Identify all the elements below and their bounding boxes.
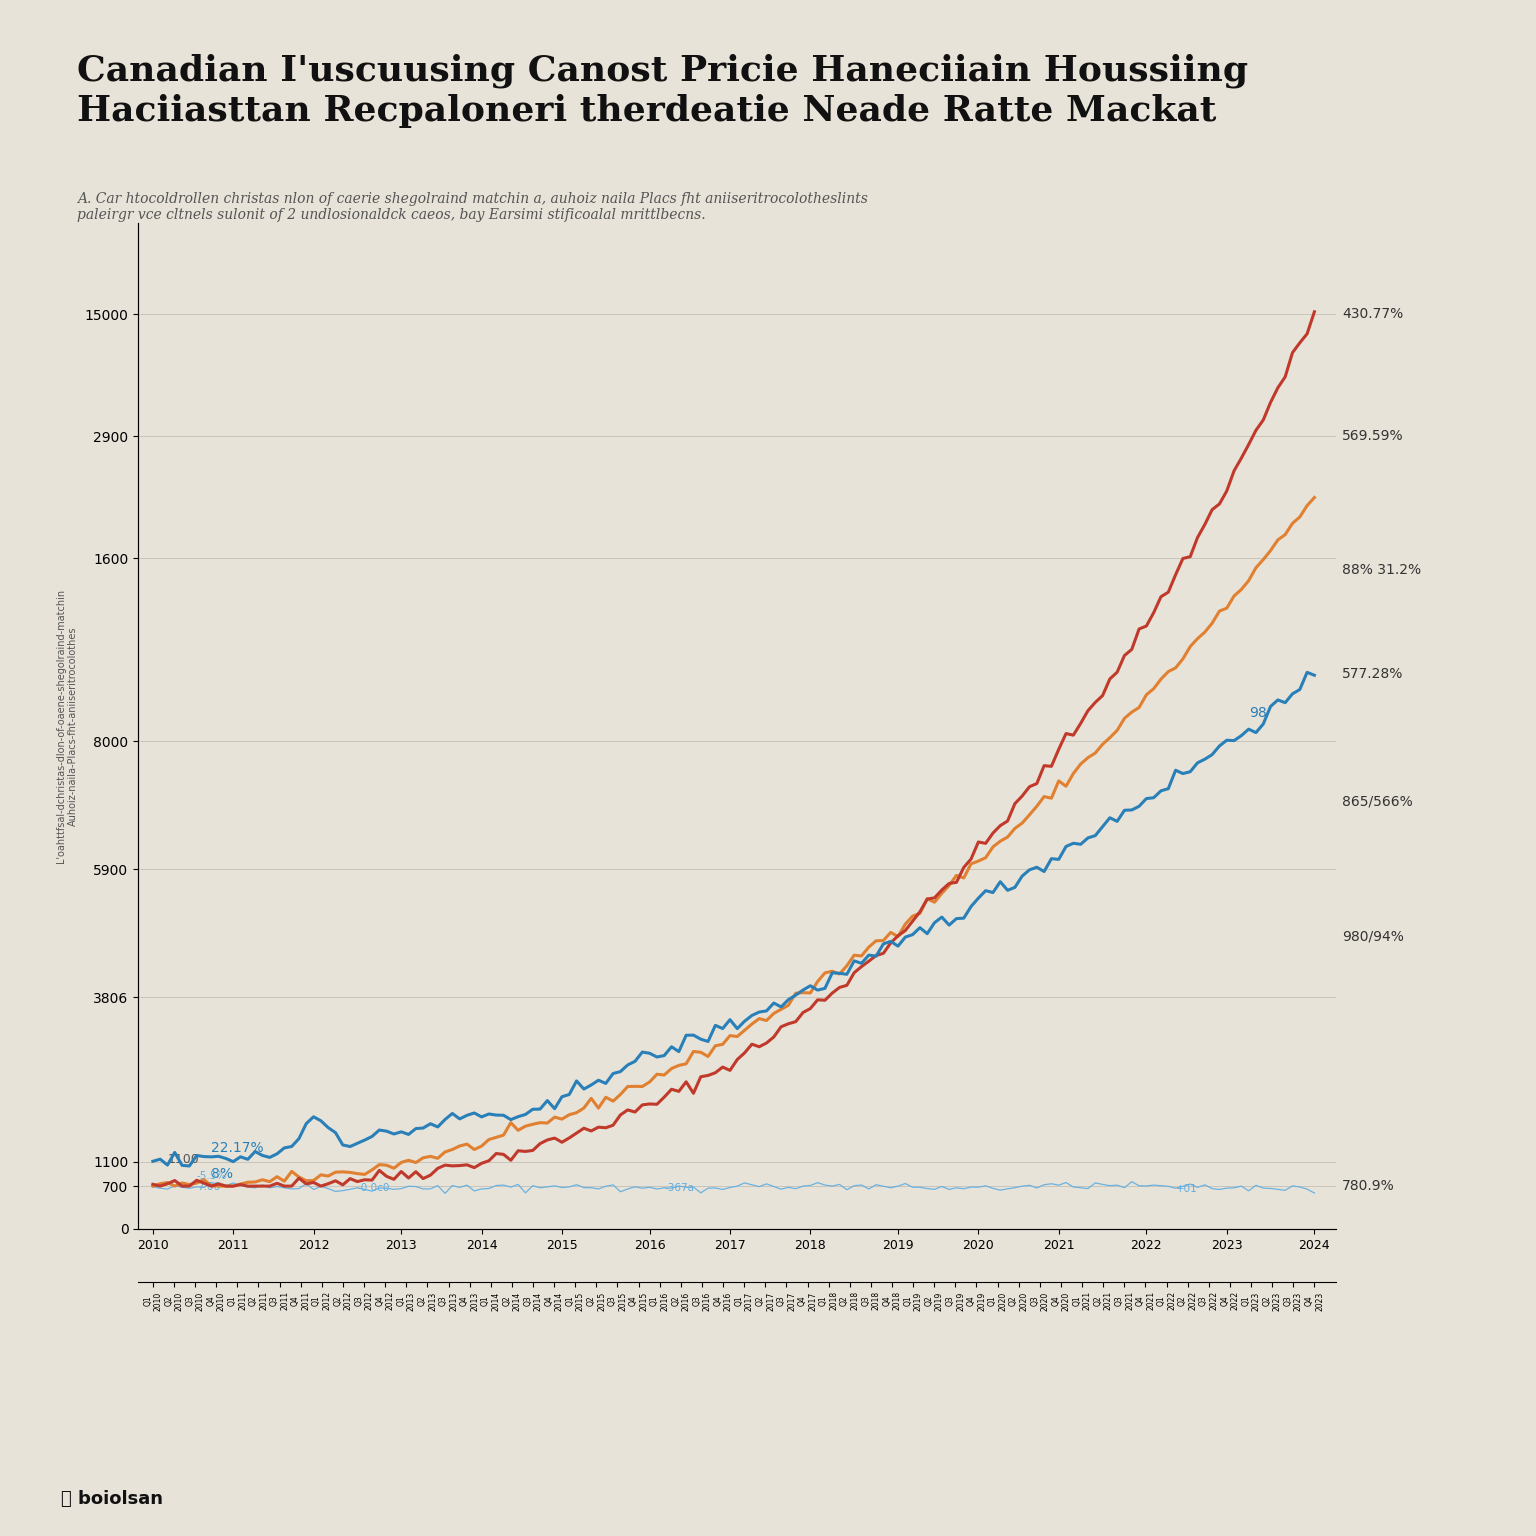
Text: -0.0c0: -0.0c0	[358, 1183, 390, 1193]
Text: ⬛ boiolsan: ⬛ boiolsan	[61, 1490, 163, 1508]
Text: -367a: -367a	[664, 1183, 694, 1193]
Text: 430.77%: 430.77%	[1342, 307, 1404, 321]
Y-axis label: L'oahttfsal-dchristas-dlon-of-oaene-shegolraind-matchin
Auhoiz-naila-Placs-fht-a: L'oahttfsal-dchristas-dlon-of-oaene-sheg…	[57, 588, 78, 863]
Text: -5.5%
7.06: -5.5% 7.06	[197, 1170, 227, 1192]
Text: 577.28%: 577.28%	[1342, 667, 1404, 680]
Text: 780.9%: 780.9%	[1342, 1180, 1395, 1193]
Text: 88% 31.2%: 88% 31.2%	[1342, 564, 1421, 578]
Text: 98: 98	[1249, 707, 1266, 720]
Text: Canadian I'uscuusing Canost Pricie Haneciiain Houssiing
Haciiasttan Recpaloneri : Canadian I'uscuusing Canost Pricie Hanec…	[77, 54, 1247, 127]
Text: A. Car htocoldrollen christas nlon of caerie shegolraind matchin a, auhoiz naila: A. Car htocoldrollen christas nlon of ca…	[77, 192, 868, 223]
Text: 8%: 8%	[212, 1167, 233, 1181]
Text: 865/566%: 865/566%	[1342, 796, 1413, 809]
Text: 569.59%: 569.59%	[1342, 429, 1404, 442]
Text: +01: +01	[1175, 1184, 1198, 1193]
Text: 22.17%: 22.17%	[212, 1141, 264, 1155]
Text: 980/94%: 980/94%	[1342, 929, 1404, 943]
Text: 1100: 1100	[167, 1154, 200, 1166]
